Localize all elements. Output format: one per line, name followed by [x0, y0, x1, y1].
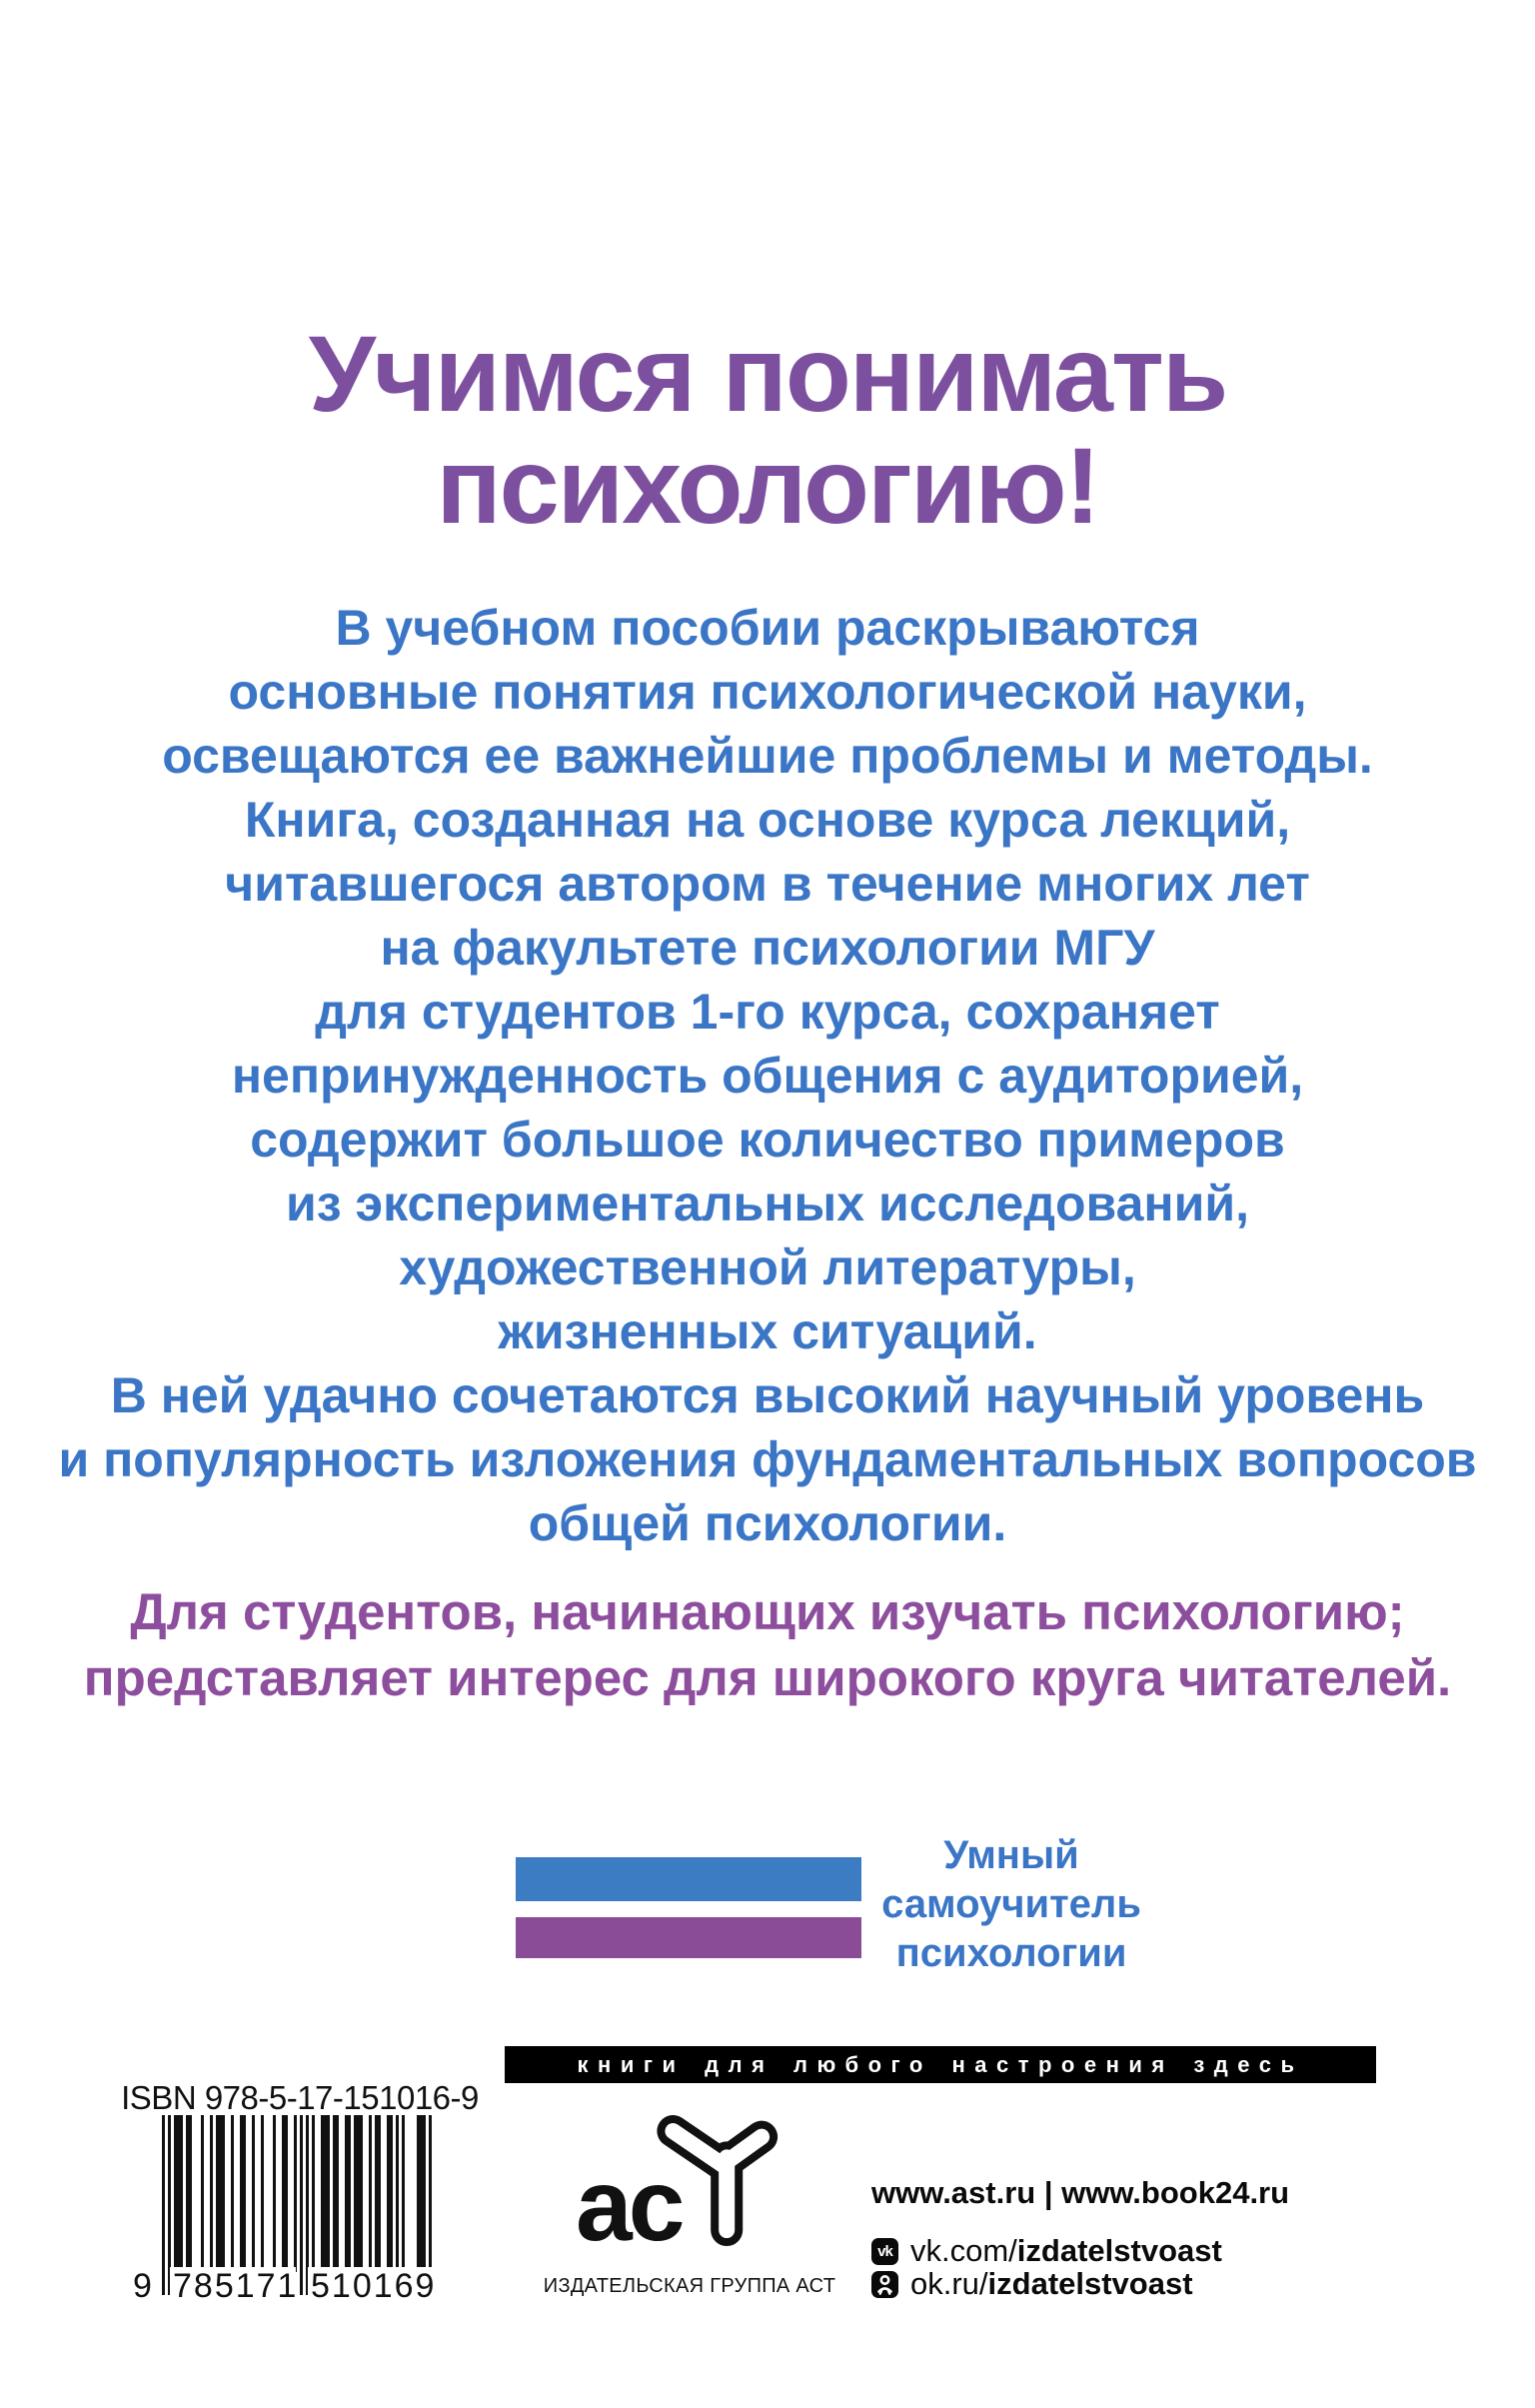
website-urls: www.ast.ru | www.book24.ru: [871, 2175, 1290, 2210]
vk-link-row: vk vk.com/izdatelstvoast: [871, 2233, 1222, 2269]
vk-icon: vk: [871, 2237, 898, 2265]
series-bar-blue: [516, 1857, 861, 1901]
publisher-links: www.ast.ru | www.book24.ru vk vk.com/izd…: [871, 2175, 1391, 2301]
series-title: Умный самоучитель психологии: [881, 1833, 1141, 1975]
ok-url: ok.ru/izdatelstvoast: [910, 2266, 1193, 2302]
vk-url-handle: izdatelstvoast: [1016, 2233, 1222, 2268]
audience-note: Для студентов, начинающих изучать психол…: [83, 1583, 1452, 1706]
vk-url-prefix: vk.com/: [910, 2233, 1017, 2268]
vk-url: vk.com/izdatelstvoast: [910, 2233, 1222, 2269]
ok-icon-glyph: [877, 2274, 892, 2295]
vk-icon-glyph: vk: [877, 2242, 893, 2260]
publisher-logo-block: ас ИЗДАТЕЛЬСКАЯ ГРУППА АСТ: [540, 2109, 839, 2299]
ok-icon: [871, 2270, 898, 2298]
ast-logo-letters: ас: [576, 2148, 685, 2262]
isbn-label: ISBN 978-5-17-151016-9: [121, 2079, 479, 2116]
ok-url-prefix: ok.ru/: [910, 2266, 988, 2301]
barcode-digit-left: 9: [133, 2267, 154, 2305]
ean-barcode: 9 785171 510169: [133, 2115, 448, 2305]
promo-strip: книги для любого настроения здесь: [505, 2046, 1376, 2083]
page-title: Учимся понимать психологию!: [308, 313, 1228, 546]
ok-url-handle: izdatelstvoast: [987, 2266, 1193, 2301]
ast-logo-figure-icon: [657, 2115, 778, 2247]
publisher-caption: ИЗДАТЕЛЬСКАЯ ГРУППА АСТ: [543, 2275, 836, 2297]
promo-strip-text: книги для любого настроения здесь: [577, 2051, 1304, 2077]
ok-link-row: ok.ru/izdatelstvoast: [871, 2266, 1193, 2302]
barcode-digits-mid: 785171: [170, 2267, 296, 2305]
series-bar-purple: [516, 1917, 861, 1958]
barcode-digits-right: 510169: [308, 2267, 438, 2305]
book-description: В учебном пособии раскрываются основные …: [58, 600, 1477, 1551]
barcode-bars: [162, 2115, 432, 2295]
